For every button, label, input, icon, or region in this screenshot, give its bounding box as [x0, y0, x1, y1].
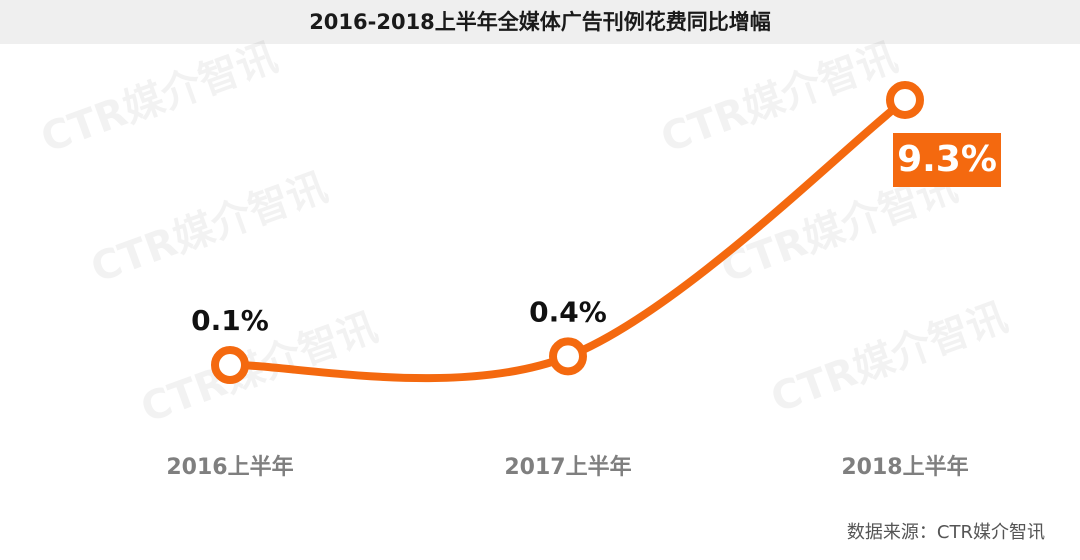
point — [211, 346, 249, 384]
watermark: CTR媒介智讯 — [765, 294, 1013, 422]
value-label: 0.1% — [191, 304, 269, 337]
value-label: 9.3% — [897, 139, 997, 180]
x-tick-label: 2016上半年 — [166, 454, 293, 480]
source-note: 数据来源：CTR媒介智讯 — [847, 522, 1045, 543]
watermark: CTR媒介智讯 — [655, 34, 903, 162]
point — [549, 337, 587, 376]
point — [886, 81, 924, 119]
watermark: CTR媒介智讯 — [35, 34, 283, 162]
chart-title: 2016-2018上半年全媒体广告刊例花费同比增幅 — [309, 10, 771, 34]
x-tick-label: 2018上半年 — [841, 454, 968, 480]
watermark: CTR媒介智讯 — [85, 164, 333, 292]
title-bar — [0, 0, 1080, 44]
value-label: 0.4% — [529, 295, 607, 328]
x-tick-label: 2017上半年 — [504, 454, 631, 480]
label-box — [893, 133, 1001, 187]
